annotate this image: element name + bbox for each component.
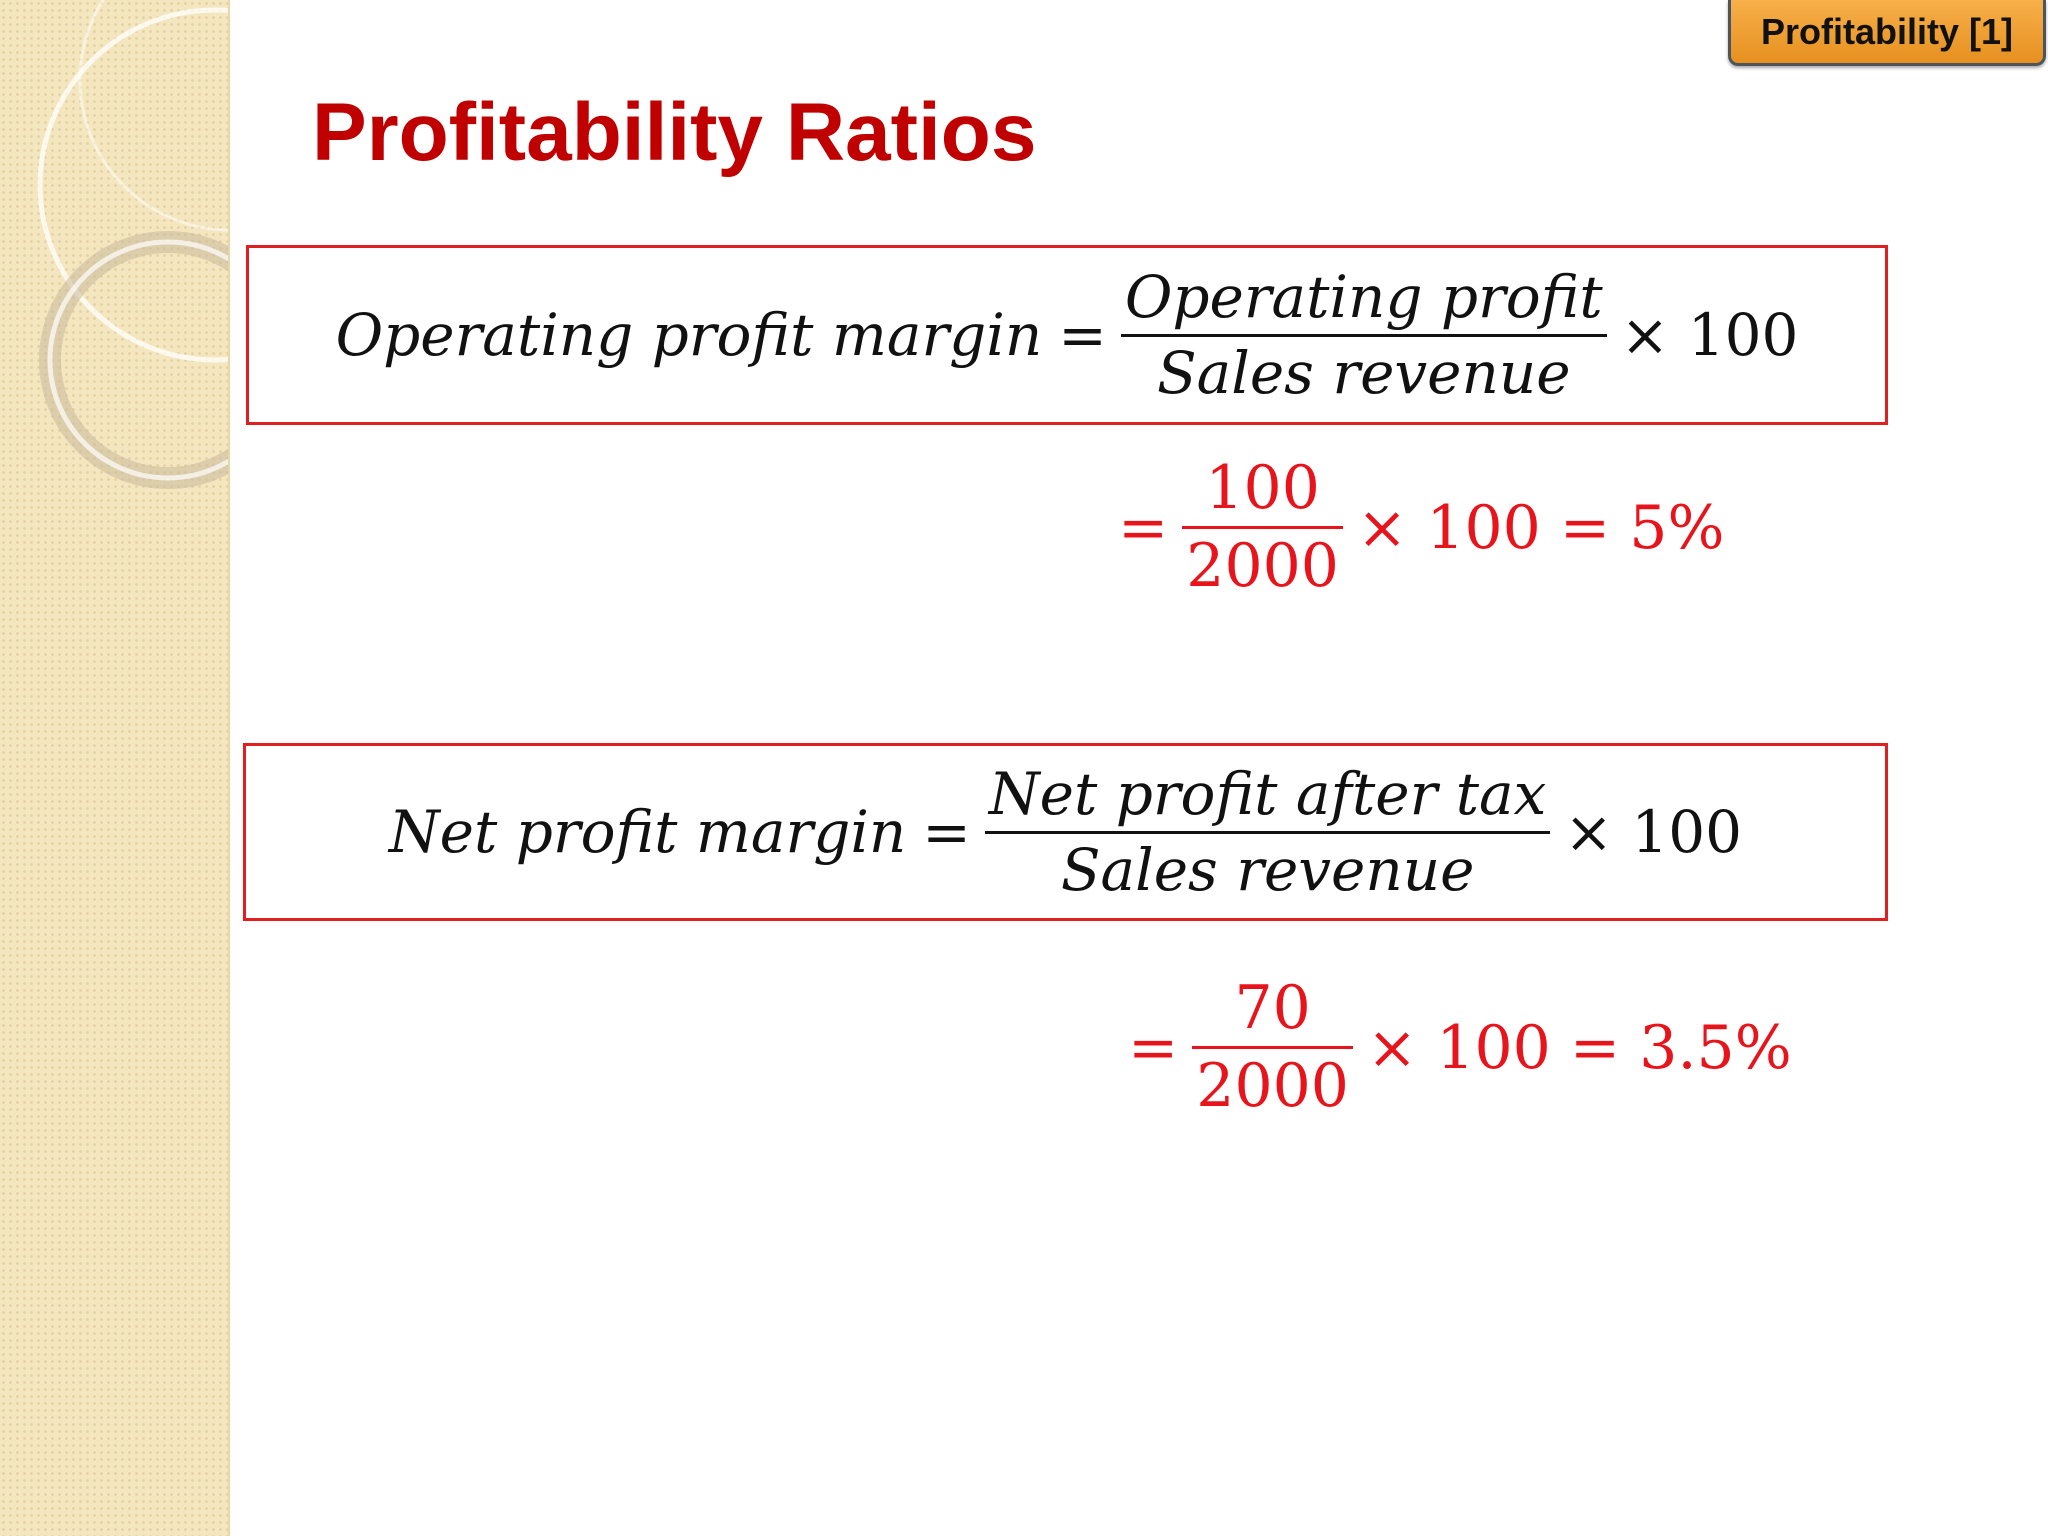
result-denominator: 2000 <box>1186 531 1339 602</box>
formula-equals: = <box>922 798 971 866</box>
fraction-bar <box>984 830 1551 834</box>
formula-fraction: Net profit after tax Sales revenue <box>984 759 1551 904</box>
formula-multiplier: × 100 <box>1564 798 1743 866</box>
formula-numerator: Operating profit <box>1124 262 1603 331</box>
fraction-bar <box>1120 333 1607 337</box>
formula-numerator: Net profit after tax <box>988 759 1547 828</box>
formula-denominator: Sales revenue <box>1060 835 1475 904</box>
result-equals: = <box>1128 1012 1179 1083</box>
operating-profit-margin-formula: Operating profit margin = Operating prof… <box>246 245 1888 425</box>
fraction-bar <box>1182 526 1343 530</box>
result-tail: × 100 = 5% <box>1356 492 1725 563</box>
result-equals: = <box>1118 492 1169 563</box>
net-profit-margin-formula: Net profit margin = Net profit after tax… <box>243 743 1888 921</box>
fraction-bar <box>1192 1046 1353 1050</box>
operating-profit-margin-result: = 100 2000 × 100 = 5% <box>1118 453 1725 602</box>
formula-lhs: Net profit margin <box>388 798 907 866</box>
formula-lhs: Operating profit margin <box>335 301 1043 369</box>
result-fraction: 70 2000 <box>1192 973 1353 1122</box>
decorative-side-strip <box>0 0 230 1536</box>
slide-title: Profitability Ratios <box>312 87 1037 178</box>
formula-denominator: Sales revenue <box>1156 338 1571 407</box>
formula-multiplier: × 100 <box>1620 301 1799 369</box>
result-denominator: 2000 <box>1196 1051 1349 1122</box>
formula-equals: = <box>1058 301 1107 369</box>
formula-fraction: Operating profit Sales revenue <box>1120 262 1607 407</box>
section-badge-label: Profitability [1] <box>1760 10 2014 52</box>
result-tail: × 100 = 3.5% <box>1366 1012 1792 1083</box>
net-profit-margin-result: = 70 2000 × 100 = 3.5% <box>1128 973 1792 1122</box>
decorative-rings <box>37 0 228 489</box>
result-numerator: 70 <box>1234 973 1311 1043</box>
result-fraction: 100 2000 <box>1182 453 1343 602</box>
result-numerator: 100 <box>1205 453 1320 523</box>
section-badge: Profitability [1] <box>1728 0 2046 66</box>
